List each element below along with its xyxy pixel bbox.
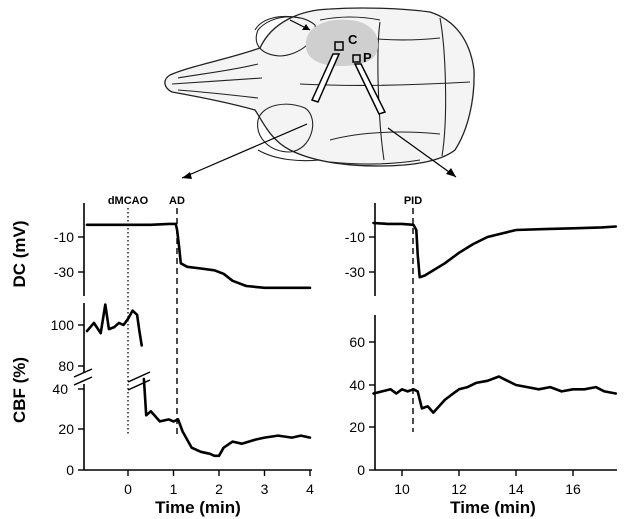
left-xtick-label: 2 [215,481,223,497]
right-cbf-ticklabel-40: 40 [349,377,365,393]
left-cbf-ticklabel-0: 0 [66,462,74,478]
left-cbf-panel: 100 80 40 20 0 0 1 2 3 4 CBF (%) Time (min) [10,303,314,517]
right-xtick-label: 14 [508,481,524,497]
right-cbf-ticklabel-60: 60 [349,334,365,350]
rat-skull-illustration: C P [164,7,475,179]
skull-lower-orbit [257,103,314,153]
dmcao-label: dMCAO [108,195,149,207]
left-dc-ylabel: DC (mV) [10,220,29,287]
left-cbf-ticklabel-40: 40 [52,381,68,397]
right-x-ticks: 10 12 14 16 [394,470,581,497]
left-cbf-ticklabel-100: 100 [51,317,75,333]
right-dc-panel: -10 -30 PID [345,195,618,296]
right-cbf-ticklabel-20: 20 [349,419,365,435]
left-dc-ticklabel-minus10: -10 [54,229,74,245]
ad-label: AD [169,195,185,207]
right-xlabel: Time (min) [450,498,536,517]
right-xtick-label: 12 [451,481,467,497]
skull-nasal-line-2 [177,63,259,79]
left-xlabel: Time (min) [155,498,241,517]
electrode-c-marker [334,41,344,51]
right-xtick-label: 10 [394,481,410,497]
left-dc-panel: -10 -30 DC (mV) dMCAO AD [10,195,312,296]
left-cbf-ticklabel-20: 20 [58,421,74,437]
electrode-c-probe [310,53,341,103]
left-cbf-trace [85,303,312,458]
left-xtick-label: 0 [124,481,132,497]
skull-upper-arch [254,15,381,31]
left-cbf-ylabel: CBF (%) [10,357,29,423]
right-cbf-ticklabel-0: 0 [357,462,365,478]
pid-label: PID [404,195,422,207]
left-axis-break-mark [73,368,93,378]
left-dc-trace [85,222,312,290]
left-axis-break-mark-2 [73,376,93,386]
skull-coronal-suture [377,21,385,161]
right-dc-trace [372,221,618,279]
left-xtick-label: 4 [306,481,314,497]
skull-lower-arch [257,149,421,165]
left-panel-arrow [181,123,308,179]
left-cbf-ticklabel-80: 80 [58,358,74,374]
right-panel-arrowhead [446,168,456,177]
electrode-p-marker [352,54,361,63]
right-dc-ticklabel-minus10: -10 [345,229,365,245]
skull-lambdoid-suture [439,17,447,157]
left-panel-arrowhead [182,172,192,179]
trace-break-mark-2 [127,379,151,391]
left-xtick-label: 1 [170,481,178,497]
electrode-c-label: C [348,32,358,47]
right-cbf-trace [372,375,618,414]
trace-break-mark [127,371,151,383]
right-dc-ticklabel-minus30: -30 [345,264,365,280]
right-panel-arrow [387,127,457,178]
skull-nasal-line [171,77,263,85]
left-xtick-label: 3 [261,481,269,497]
left-x-ticks: 0 1 2 3 4 [124,470,314,497]
electrode-p-probe [353,63,387,115]
electrode-p-label: P [363,50,372,65]
left-dc-ticklabel-minus30: -30 [54,264,74,280]
skull-nasal-line-3 [177,89,259,99]
craniotomy-arrowhead [302,24,310,30]
right-xtick-label: 16 [565,481,581,497]
right-cbf-panel: 60 40 20 0 10 12 14 16 Time (min) [349,315,618,517]
